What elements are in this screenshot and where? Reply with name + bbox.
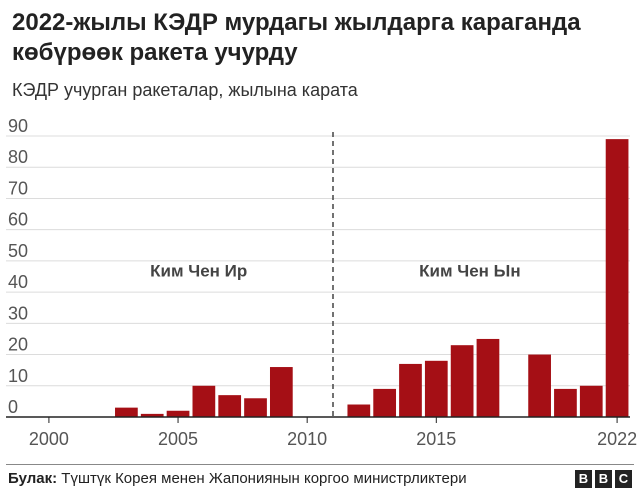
y-tick-label: 10: [8, 366, 28, 386]
bar: [115, 407, 138, 417]
gridlines: [6, 135, 630, 387]
x-tick-label: 2010: [287, 429, 327, 449]
y-axis-ticks: 0 10 20 30 40 50 60 70 80 90: [8, 116, 28, 417]
y-tick-label: 70: [8, 178, 28, 198]
era-label: Ким Чен Ын: [419, 262, 520, 281]
bbc-logo-letter: C: [615, 470, 632, 488]
bar: [244, 398, 267, 417]
x-axis: 2000 2005 2010 2015 2022: [6, 416, 637, 449]
era-label: Ким Чен Ир: [150, 262, 247, 281]
y-tick-label: 20: [8, 335, 28, 355]
footer: Булак: Түштүк Корея менен Жапониянын кор…: [0, 464, 640, 494]
bar: [218, 395, 242, 417]
bar: [166, 410, 190, 417]
bar: [450, 345, 474, 417]
bar: [424, 360, 448, 417]
bar: [399, 363, 422, 417]
chart-title: 2022-жылы КЭДР мурдагы жылдарга караганд…: [12, 9, 581, 66]
bbc-logo: B B C: [575, 470, 632, 488]
bar: [554, 388, 577, 417]
x-tick-label: 2022: [597, 429, 637, 449]
bar: [528, 354, 551, 417]
y-tick-label: 40: [8, 272, 28, 292]
y-tick-label: 30: [8, 303, 28, 323]
y-tick-label: 0: [8, 397, 18, 417]
bar: [373, 388, 397, 417]
y-tick-label: 80: [8, 147, 28, 167]
bar: [605, 139, 629, 417]
x-tick-label: 2005: [158, 429, 198, 449]
bar: [269, 367, 293, 417]
x-tick-label: 2015: [416, 429, 456, 449]
bbc-logo-letter: B: [595, 470, 612, 488]
y-tick-label: 50: [8, 241, 28, 261]
bar-chart: 0 10 20 30 40 50 60 70 80 90 Ким Чен Ир Ким Чен Ын…: [6, 116, 637, 449]
y-tick-label: 90: [8, 116, 28, 136]
bar: [579, 385, 603, 417]
source-note: Булак: Түштүк Корея менен Жапониянын кор…: [8, 470, 467, 487]
chart-subtitle: КЭДР учурган ракеталар, жылына карата: [12, 80, 358, 100]
x-tick-label: 2000: [29, 429, 69, 449]
source-label: Булак:: [8, 470, 58, 487]
footer-divider: [6, 464, 634, 465]
bars: [115, 139, 629, 417]
bar: [476, 338, 500, 417]
bar: [140, 413, 164, 417]
y-tick-label: 60: [8, 210, 28, 230]
source-text: Түштүк Корея менен Жапониянын коргоо мин…: [57, 470, 467, 487]
bbc-logo-letter: B: [575, 470, 592, 488]
annotations: Ким Чен Ир Ким Чен Ын: [150, 262, 520, 281]
bar: [192, 385, 216, 417]
bar: [347, 404, 371, 417]
